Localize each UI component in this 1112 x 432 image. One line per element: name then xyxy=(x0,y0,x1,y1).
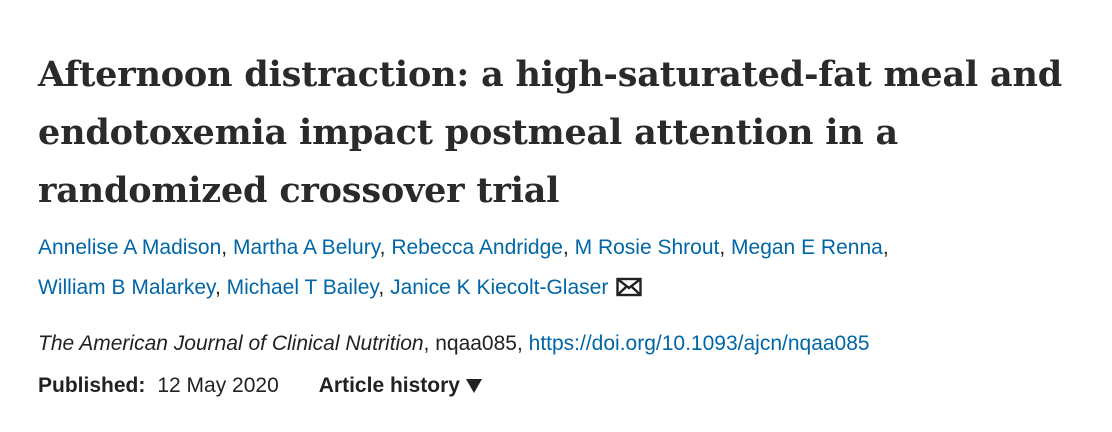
article-id: nqaa085 xyxy=(435,332,517,355)
doi-link[interactable]: https://doi.org/10.1093/ajcn/nqaa085 xyxy=(528,332,870,355)
article-header: Afternoon distraction: a high-saturated-… xyxy=(38,46,1098,400)
author-separator: , xyxy=(719,236,732,259)
published-label: Published: xyxy=(38,374,146,397)
citation-separator: , xyxy=(423,332,436,355)
corresponding-author-link[interactable]: Janice K Kiecolt-Glaser xyxy=(390,276,609,299)
author-link[interactable]: M Rosie Shrout xyxy=(574,236,720,259)
caret-down-icon xyxy=(465,379,482,393)
publication-info: Published: 12 May 2020 Article history xyxy=(38,372,1098,400)
author-link[interactable]: Michael T Bailey xyxy=(226,276,379,299)
author-list: Annelise A Madison, Martha A Belury, Reb… xyxy=(38,228,1098,308)
citation-separator: , xyxy=(516,332,529,355)
author-separator: , xyxy=(214,276,227,299)
author-separator: , xyxy=(562,236,575,259)
author-link[interactable]: Megan E Renna xyxy=(731,236,883,259)
author-link[interactable]: Annelise A Madison xyxy=(38,236,222,259)
published-date: 12 May 2020 xyxy=(157,374,279,397)
author-separator: , xyxy=(882,236,889,259)
author-separator: , xyxy=(379,236,392,259)
article-history-label: Article history xyxy=(318,374,460,397)
citation-line: The American Journal of Clinical Nutriti… xyxy=(38,330,1098,358)
article-title: Afternoon distraction: a high-saturated-… xyxy=(38,54,1063,211)
author-link[interactable]: Martha A Belury xyxy=(232,236,380,259)
author-separator: , xyxy=(378,276,391,299)
author-link[interactable]: William B Malarkey xyxy=(38,276,215,299)
envelope-icon[interactable] xyxy=(616,271,643,297)
author-link[interactable]: Rebecca Andridge xyxy=(391,236,563,259)
author-separator: , xyxy=(221,236,233,259)
article-history-toggle[interactable]: Article history xyxy=(319,372,482,400)
journal-name: The American Journal of Clinical Nutriti… xyxy=(38,332,424,355)
